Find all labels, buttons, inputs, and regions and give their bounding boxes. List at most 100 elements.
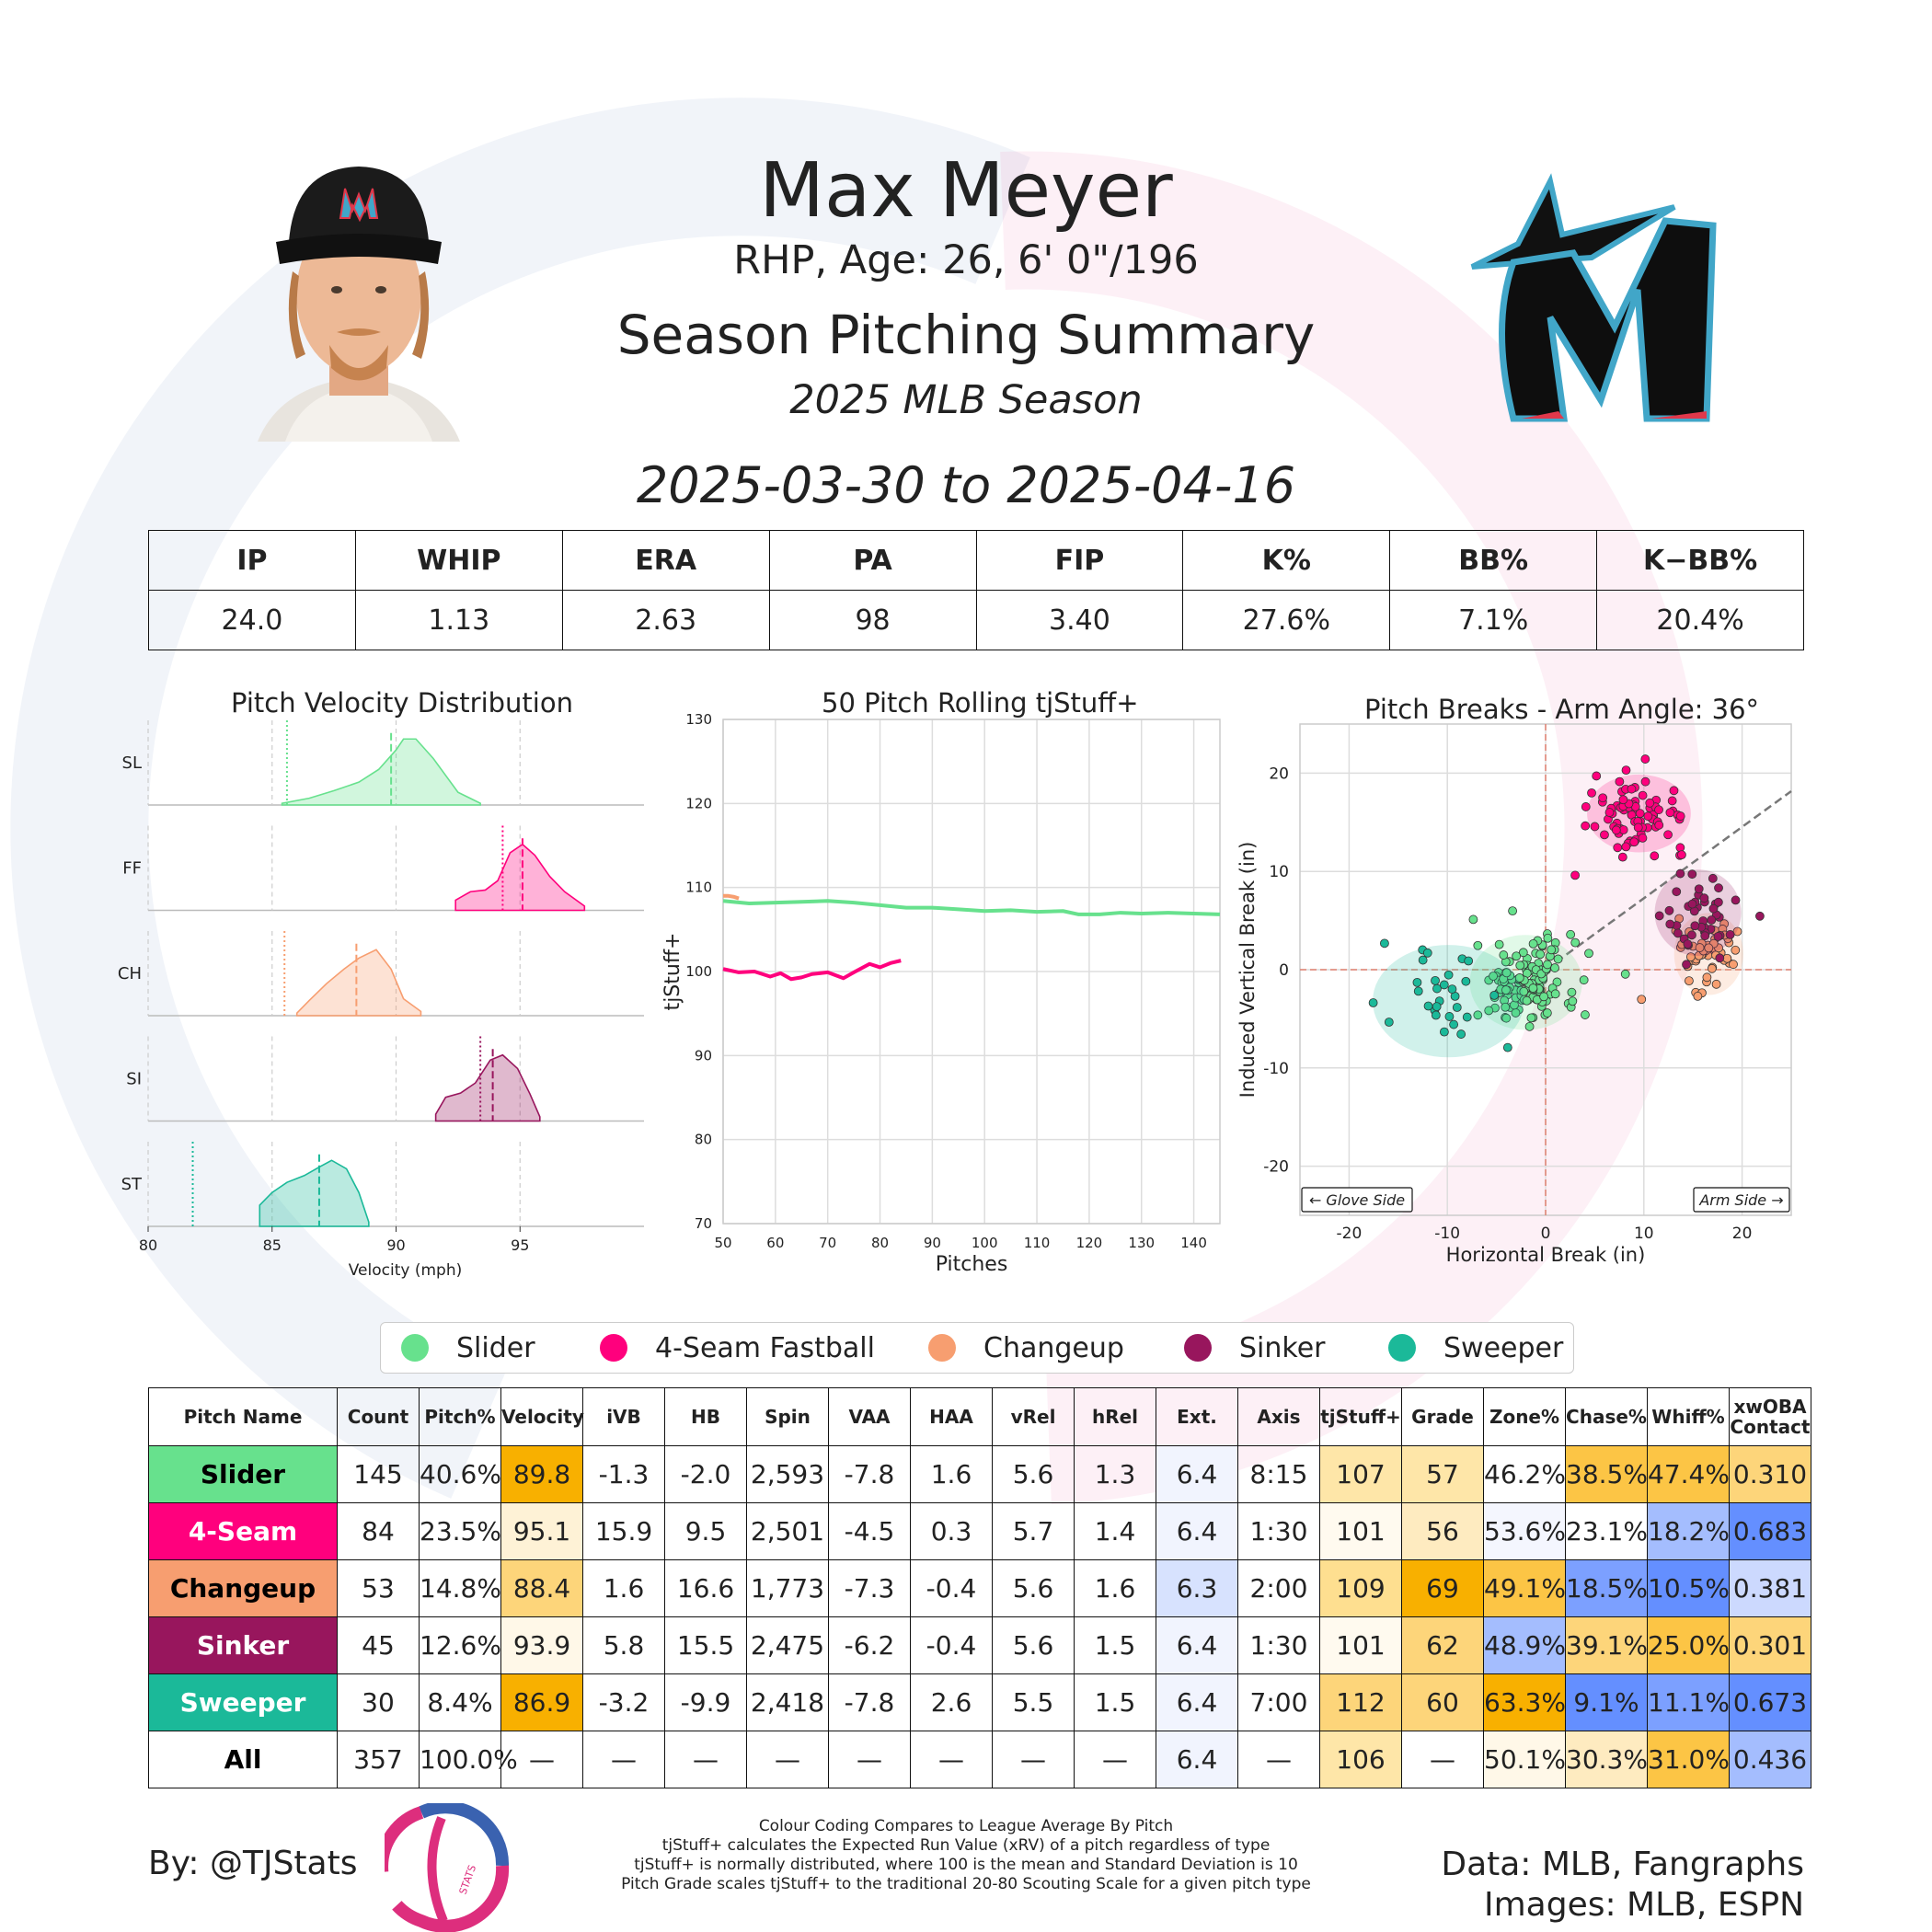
breaks-point <box>1618 795 1628 805</box>
rolling-x-tick-label: 110 <box>1024 1235 1051 1251</box>
breaks-point <box>1707 915 1717 925</box>
breaks-arm-side-box <box>1693 1187 1790 1213</box>
pitch-metric-cell: 7:00 <box>1237 1673 1320 1731</box>
breaks-point <box>1621 842 1631 852</box>
velocity-row-label: SI <box>126 1070 142 1089</box>
breaks-point <box>1638 834 1648 843</box>
pitch-metric-cell: 6.3 <box>1156 1559 1238 1617</box>
breaks-point <box>1473 1010 1483 1020</box>
pitch-metric-cell: 88.4 <box>500 1559 583 1617</box>
table-row: Slider 145 40.6% 89.8 -1.3 -2.0 2,593 -7.8 1.6 5.… <box>148 1445 1811 1503</box>
rolling-x-axis-label: Pitches <box>936 1253 1008 1276</box>
pitch-metric-cell: 93.9 <box>500 1616 583 1674</box>
breaks-point <box>1654 911 1664 921</box>
pitch-table-header: Pitch Name <box>148 1387 338 1446</box>
table-row: 4-Seam 84 23.5% 95.1 15.9 9.5 2,501 -4.5 0.3 5.7 1… <box>148 1502 1811 1560</box>
breaks-point <box>1567 987 1577 997</box>
rolling-y-tick-label: 100 <box>685 963 712 980</box>
velocity-x-axis-label: Velocity (mph) <box>349 1261 462 1280</box>
pitch-metric-cell: 0.683 <box>1729 1502 1811 1560</box>
breaks-point <box>1494 939 1504 949</box>
breaks-point <box>1499 950 1509 960</box>
rolling-tjstuff-chart: 50 60 70 80 90 100 110 120 130 140 70 80 90 100 110 120… <box>661 711 1221 1276</box>
breaks-point <box>1380 938 1389 949</box>
pitch-metric-cell: 107 <box>1319 1445 1402 1503</box>
breaks-point <box>1682 960 1691 970</box>
pitch-metric-cell: 1.4 <box>1074 1502 1156 1560</box>
footer-note: Colour Coding Compares to League Average… <box>758 1817 1174 1835</box>
breaks-point <box>1663 830 1673 840</box>
pitch-metric-cell: — <box>992 1731 1075 1788</box>
breaks-point <box>1501 1013 1512 1023</box>
player-headshot-icon <box>258 167 460 442</box>
pitch-metric-cell: 5.6 <box>992 1559 1075 1617</box>
pitch-table-header: vRel <box>992 1387 1075 1446</box>
breaks-glove-side-label: ← Glove Side <box>1309 1191 1405 1209</box>
breaks-point <box>1501 1002 1511 1012</box>
pitch-metric-cell: 6.4 <box>1156 1731 1238 1788</box>
breaks-point <box>1581 802 1591 811</box>
pitch-table-header: Ext. <box>1156 1387 1238 1446</box>
pitch-metric-cell: 50.1% <box>1483 1731 1566 1788</box>
footer-image-source: Images: MLB, ESPN <box>1483 1886 1804 1924</box>
breaks-point <box>1462 1012 1472 1022</box>
breaks-glove-side-box <box>1301 1187 1413 1213</box>
breaks-y-tick-label: -10 <box>1263 1060 1289 1078</box>
breaks-point <box>1431 1010 1441 1020</box>
pitch-metric-cell: 23.5% <box>419 1502 501 1560</box>
pitch-table-header: iVB <box>582 1387 665 1446</box>
breaks-point <box>1665 808 1675 818</box>
breaks-point <box>1731 895 1741 905</box>
breaks-y-tick-label: 10 <box>1269 863 1289 881</box>
breaks-point <box>1669 786 1679 796</box>
breaks-point <box>1600 830 1609 840</box>
breaks-y-axis-label: Induced Vertical Break (in) <box>1236 842 1259 1098</box>
breaks-point <box>1700 931 1710 941</box>
legend-item-sinker: Sinker <box>1184 1323 1326 1373</box>
season-stat-header: ERA <box>561 530 770 591</box>
velocity-tick-label: 90 <box>386 1236 405 1254</box>
pitch-metric-cell: 25.0% <box>1647 1616 1730 1674</box>
legend-item-slider: Slider <box>401 1323 535 1373</box>
pitch-metric-cell: -6.2 <box>828 1616 911 1674</box>
table-row: Changeup 53 14.8% 88.4 1.6 16.6 1,773 -7.3 -0.4 5… <box>148 1559 1811 1617</box>
pitch-metric-cell: 8:15 <box>1237 1445 1320 1503</box>
breaks-point <box>1665 919 1675 929</box>
season-stat-header: PA <box>768 530 977 591</box>
pitch-metric-cell: — <box>910 1731 993 1788</box>
pitch-metric-cell: 12.6% <box>419 1616 501 1674</box>
breaks-point <box>1713 932 1723 941</box>
breaks-point <box>1489 972 1498 981</box>
pitch-metric-cell: — <box>1401 1731 1484 1788</box>
breaks-point <box>1447 984 1457 995</box>
legend-item-changeup: Changeup <box>928 1323 1124 1373</box>
pitch-metric-cell: -1.3 <box>582 1445 665 1503</box>
breaks-point <box>1581 1010 1590 1019</box>
pitch-metric-cell: 86.9 <box>500 1673 583 1731</box>
breaks-point <box>1694 884 1704 894</box>
breaks-point <box>1638 790 1648 800</box>
breaks-point <box>1384 1018 1394 1027</box>
breaks-point <box>1439 1027 1449 1037</box>
pitch-metric-cell: 101 <box>1319 1502 1402 1560</box>
pitch-metric-cell: 11.1% <box>1647 1673 1730 1731</box>
breaks-point <box>1587 788 1596 798</box>
pitch-table-header: Count <box>337 1387 420 1446</box>
table-row: Sinker 45 12.6% 93.9 5.8 15.5 2,475 -6.2 -0.4 5.6… <box>148 1616 1811 1674</box>
pitch-table-header: Chase% <box>1565 1387 1648 1446</box>
table-row: All 357 100.0% — — — — — — — —6.4—106—50.1% 30.3% 31… <box>148 1731 1811 1788</box>
season-stats-value-row: 24.0 1.13 2.63 98 3.40 27.6% 7.1% 20.4% <box>148 590 1804 650</box>
pitch-metric-cell: 15.5 <box>664 1616 747 1674</box>
breaks-cluster <box>1570 754 1691 880</box>
pitch-metric-cell: 9.1% <box>1565 1673 1648 1731</box>
breaks-point <box>1699 893 1709 903</box>
breaks-x-axis-label: Horizontal Break (in) <box>1446 1244 1646 1266</box>
legend-marker <box>600 1334 627 1362</box>
legend-marker <box>1388 1334 1416 1362</box>
rolling-y-tick-label: 110 <box>685 880 712 896</box>
pitch-metric-cell: 109 <box>1319 1559 1402 1617</box>
season-stat-value: 1.13 <box>354 590 563 650</box>
breaks-point <box>1528 983 1538 993</box>
breaks-x-tick-label: 20 <box>1732 1225 1753 1243</box>
breaks-point <box>1711 979 1721 989</box>
